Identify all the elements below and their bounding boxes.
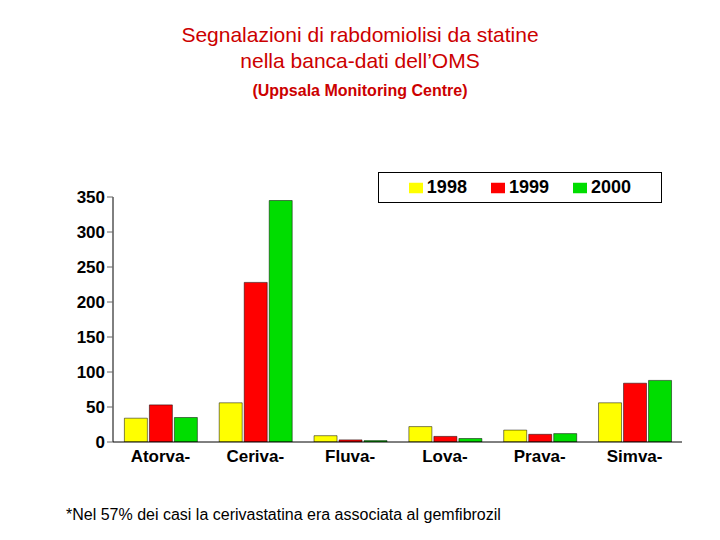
html-text:1998: 1998: [426, 177, 467, 197]
svg-text:350: 350: [77, 188, 105, 207]
svg-text:Simva-: Simva-: [607, 447, 663, 466]
html-text:*Nel 57% dei casi la cerivasta: *Nel 57% dei casi la cerivastatina era a…: [66, 506, 501, 523]
svg-text:0: 0: [96, 433, 105, 452]
svg-text:250: 250: [77, 258, 105, 277]
html-text:2000: 2000: [591, 177, 631, 197]
svg-text:Ceriva-: Ceriva-: [226, 447, 284, 466]
svg-text:Fluva-: Fluva-: [325, 447, 375, 466]
svg-text:150: 150: [77, 328, 105, 347]
svg-text:Atorva-: Atorva-: [131, 447, 191, 466]
svg-text:100: 100: [77, 363, 105, 382]
html-text:1999: 1999: [508, 177, 549, 197]
svg-text:Prava-: Prava-: [514, 447, 566, 466]
svg-text:300: 300: [77, 223, 105, 242]
svg-text:50: 50: [86, 398, 105, 417]
svg-text:200: 200: [77, 293, 105, 312]
svg-text:Lova-: Lova-: [422, 447, 467, 466]
html-text:(Uppsala Monitoring Centre): (Uppsala Monitoring Centre): [252, 82, 468, 99]
html-text:Segnalazioni di rabdomiolisi d: Segnalazioni di rabdomiolisi da statine …: [181, 23, 539, 72]
